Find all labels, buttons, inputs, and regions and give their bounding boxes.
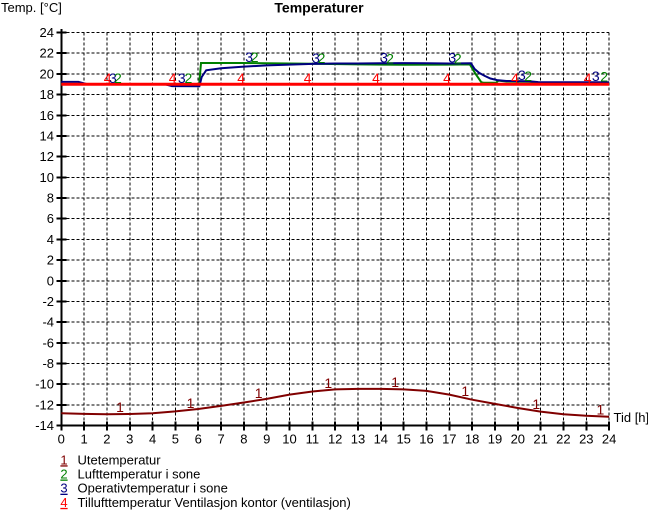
svg-text:Utetemperatur: Utetemperatur xyxy=(78,452,162,467)
svg-text:22: 22 xyxy=(556,432,570,447)
svg-text:7: 7 xyxy=(217,432,224,447)
svg-text:1: 1 xyxy=(324,375,332,391)
svg-text:0: 0 xyxy=(58,432,65,447)
svg-text:22: 22 xyxy=(40,46,54,61)
svg-text:2: 2 xyxy=(386,51,394,67)
svg-text:19: 19 xyxy=(488,432,502,447)
svg-text:12: 12 xyxy=(40,149,54,164)
svg-text:-10: -10 xyxy=(35,377,54,392)
svg-text:-2: -2 xyxy=(42,294,54,309)
svg-text:23: 23 xyxy=(579,432,593,447)
svg-text:Temp. [°C]: Temp. [°C] xyxy=(1,0,62,15)
svg-text:4: 4 xyxy=(372,70,380,86)
svg-text:-4: -4 xyxy=(42,315,54,330)
svg-text:4: 4 xyxy=(443,70,451,86)
svg-text:8: 8 xyxy=(47,191,54,206)
svg-text:Temperaturer: Temperaturer xyxy=(274,0,364,16)
svg-text:4: 4 xyxy=(169,70,177,86)
svg-text:Tid [h]: Tid [h] xyxy=(614,410,648,425)
svg-text:9: 9 xyxy=(263,432,270,447)
svg-text:16: 16 xyxy=(40,108,54,123)
svg-text:Operativtemperatur i sone: Operativtemperatur i sone xyxy=(78,481,228,496)
svg-text:20: 20 xyxy=(40,66,54,81)
svg-text:13: 13 xyxy=(351,432,365,447)
svg-text:1: 1 xyxy=(187,395,195,411)
svg-text:3: 3 xyxy=(592,68,600,84)
svg-text:4: 4 xyxy=(584,70,592,86)
svg-text:4: 4 xyxy=(304,70,312,86)
svg-text:10: 10 xyxy=(282,432,296,447)
svg-text:2: 2 xyxy=(60,467,67,482)
svg-text:1: 1 xyxy=(391,374,399,390)
svg-text:2: 2 xyxy=(251,49,259,65)
svg-text:15: 15 xyxy=(396,432,410,447)
svg-text:20: 20 xyxy=(511,432,525,447)
svg-text:-14: -14 xyxy=(35,418,54,433)
svg-text:-6: -6 xyxy=(42,335,54,350)
svg-text:1: 1 xyxy=(461,383,469,399)
svg-text:6: 6 xyxy=(47,211,54,226)
svg-text:Lufttemperatur i sone: Lufttemperatur i sone xyxy=(78,467,201,482)
svg-text:1: 1 xyxy=(80,432,87,447)
svg-text:10: 10 xyxy=(40,170,54,185)
svg-text:4: 4 xyxy=(149,432,156,447)
svg-text:17: 17 xyxy=(442,432,456,447)
svg-text:2: 2 xyxy=(524,68,532,84)
svg-text:Tillufttemperatur Ventilasjon: Tillufttemperatur Ventilasjon kontor (ve… xyxy=(78,495,351,510)
svg-text:16: 16 xyxy=(419,432,433,447)
svg-text:6: 6 xyxy=(195,432,202,447)
svg-text:24: 24 xyxy=(602,432,616,447)
svg-text:4: 4 xyxy=(237,70,245,86)
svg-text:3: 3 xyxy=(126,432,133,447)
svg-text:8: 8 xyxy=(240,432,247,447)
svg-text:2: 2 xyxy=(600,69,608,85)
svg-text:2: 2 xyxy=(114,70,122,86)
svg-text:14: 14 xyxy=(40,128,54,143)
svg-text:1: 1 xyxy=(532,396,540,412)
svg-text:1: 1 xyxy=(255,385,263,401)
svg-text:3: 3 xyxy=(60,481,67,496)
svg-text:21: 21 xyxy=(533,432,547,447)
svg-text:1: 1 xyxy=(116,399,124,415)
svg-text:2: 2 xyxy=(185,70,193,86)
svg-text:18: 18 xyxy=(465,432,479,447)
svg-text:14: 14 xyxy=(374,432,388,447)
svg-text:5: 5 xyxy=(172,432,179,447)
svg-text:2: 2 xyxy=(47,253,54,268)
svg-text:4: 4 xyxy=(47,232,54,247)
svg-text:24: 24 xyxy=(40,25,54,40)
svg-text:2: 2 xyxy=(318,50,326,66)
svg-text:1: 1 xyxy=(60,452,67,467)
svg-text:11: 11 xyxy=(306,432,320,447)
svg-text:2: 2 xyxy=(454,51,462,67)
svg-text:0: 0 xyxy=(47,273,54,288)
svg-text:-8: -8 xyxy=(42,356,54,371)
svg-text:12: 12 xyxy=(328,432,342,447)
svg-text:1: 1 xyxy=(597,401,605,417)
svg-text:18: 18 xyxy=(40,87,54,102)
svg-text:4: 4 xyxy=(60,495,67,510)
svg-text:-12: -12 xyxy=(35,397,54,412)
svg-text:2: 2 xyxy=(103,432,110,447)
